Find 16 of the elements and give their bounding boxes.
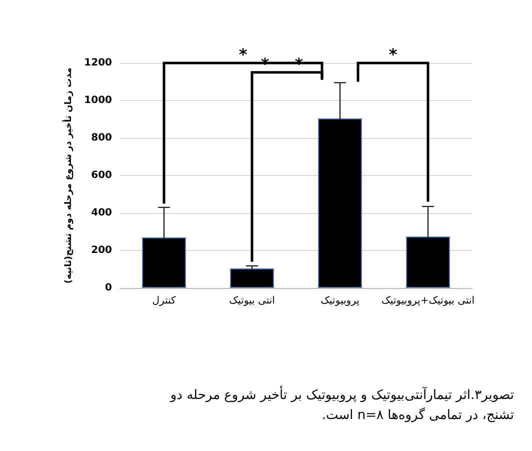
x-tick-label: انتی بیوتیک: [229, 296, 275, 306]
y-tick-label: 0: [105, 282, 112, 294]
y-tick-label: 1200: [84, 58, 112, 68]
x-tick-label: پروبیوتیک: [320, 296, 360, 306]
text: تصویر۳.اثر تیمارآنتی‌بیوتیک و پروبیوتیک بر تأخیر شروع مرحله دو تشنج، در تمامی گروه‌ها n=۸ است.: [168, 386, 514, 425]
y-tick-label: 1000: [84, 95, 112, 106]
y-tick-label: 400: [91, 208, 112, 218]
annotation: *: [388, 45, 398, 64]
y-axis-title: مدت زمان تأخیر در شروع مرحله دوم تشنج(ثانیه): [62, 68, 74, 284]
y-tick-label: 800: [91, 132, 112, 144]
y-tick-label: 200: [91, 245, 112, 256]
y-tick-label: 600: [91, 170, 112, 181]
x-tick-label: کنترل: [152, 296, 176, 306]
annotation: *: [238, 45, 248, 64]
x-tick-label: انتی بیوتیک+پروبیوتیک: [381, 296, 475, 306]
bar: [230, 268, 274, 288]
